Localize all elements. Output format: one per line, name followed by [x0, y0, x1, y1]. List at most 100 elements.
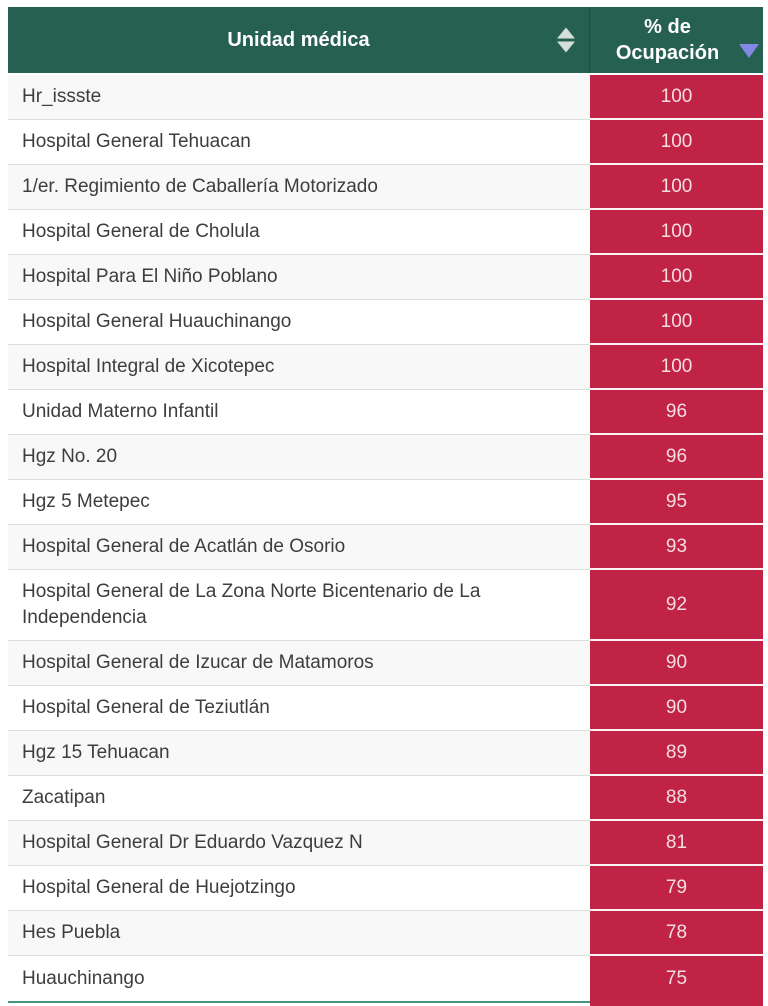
occupancy-value: 100 — [660, 355, 693, 377]
occupancy-cell: 93 — [590, 525, 763, 570]
table-row: Hospital General Dr Eduardo Vazquez N 81 — [8, 821, 763, 866]
occupancy-cell: 100 — [590, 210, 763, 255]
table-row: Hospital General de Huejotzingo 79 — [8, 866, 763, 911]
unit-name: 1/er. Regimiento de Caballería Motorizad… — [22, 176, 378, 197]
table-bottom-border — [8, 1001, 590, 1006]
occupancy-value: 90 — [665, 651, 688, 673]
occupancy-cell: 92 — [590, 570, 763, 641]
unit-name-cell: Hospital Para El Niño Poblano — [8, 255, 590, 300]
unit-column-label: Unidad médica — [227, 28, 370, 51]
table-row: Hospital Para El Niño Poblano 100 — [8, 255, 763, 300]
table-row: 1/er. Regimiento de Caballería Motorizad… — [8, 165, 763, 210]
unit-name: Hgz 5 Metepec — [22, 491, 150, 512]
unit-name: Hospital General de Cholula — [22, 221, 260, 242]
unit-name: Hr_issste — [22, 86, 102, 107]
unit-name-cell: Hospital General de La Zona Norte Bicent… — [8, 570, 590, 641]
occupancy-value: 95 — [665, 490, 688, 512]
unit-name: Hospital General Dr Eduardo Vazquez N — [22, 832, 363, 853]
table-body: Hr_issste 100 Hospital General Tehuacan … — [8, 75, 763, 1001]
occupancy-cell: 100 — [590, 75, 763, 120]
occupancy-cell: 78 — [590, 911, 763, 956]
occupancy-cell: 90 — [590, 641, 763, 686]
table-row: Hospital General de Izucar de Matamoros … — [8, 641, 763, 686]
occupancy-value: 75 — [665, 967, 688, 989]
unit-name-cell: Hospital General de Acatlán de Osorio — [8, 525, 590, 570]
occupancy-value: 90 — [665, 696, 688, 718]
occupancy-cell: 100 — [590, 255, 763, 300]
occupancy-value: 100 — [660, 220, 693, 242]
unit-name: Hospital General de Huejotzingo — [22, 877, 296, 898]
occupancy-cell: 90 — [590, 686, 763, 731]
occupancy-cell: 89 — [590, 731, 763, 776]
unit-name: Unidad Materno Infantil — [22, 401, 219, 422]
hospital-occupancy-table: Unidad médica % de Ocupación Hr_issste 1… — [8, 7, 763, 1006]
unit-name: Hospital General Huauchinango — [22, 311, 292, 332]
header-unit-column[interactable]: Unidad médica — [8, 7, 590, 73]
occupancy-value: 96 — [665, 445, 688, 467]
occupancy-cell: 95 — [590, 480, 763, 525]
unit-name: Hospital General Tehuacan — [22, 131, 251, 152]
next-row-red-cell-partial — [590, 1001, 763, 1006]
table-row: Hgz 15 Tehuacan 89 — [8, 731, 763, 776]
sort-both-icon[interactable] — [557, 27, 575, 53]
unit-name-cell: Hes Puebla — [8, 911, 590, 956]
occupancy-cell: 75 — [590, 956, 763, 1001]
unit-name-cell: Hr_issste — [8, 75, 590, 120]
unit-name: Hospital Integral de Xicotepec — [22, 356, 275, 377]
sort-down-triangle-icon — [557, 41, 575, 53]
occupancy-cell: 100 — [590, 300, 763, 345]
unit-name-cell: Hospital General Tehuacan — [8, 120, 590, 165]
sort-descending-icon[interactable] — [739, 44, 759, 58]
table-row: Unidad Materno Infantil 96 — [8, 390, 763, 435]
unit-name-cell: Hospital General de Huejotzingo — [8, 866, 590, 911]
unit-name-cell: Hgz No. 20 — [8, 435, 590, 480]
unit-name-cell: Hospital General Huauchinango — [8, 300, 590, 345]
header-occupancy-column[interactable]: % de Ocupación — [590, 7, 763, 73]
occupancy-cell: 100 — [590, 165, 763, 210]
unit-name: Zacatipan — [22, 787, 106, 808]
occupancy-value: 100 — [660, 310, 693, 332]
occupancy-value: 88 — [665, 786, 688, 808]
table-row: Hgz No. 20 96 — [8, 435, 763, 480]
unit-name-cell: Hospital General Dr Eduardo Vazquez N — [8, 821, 590, 866]
sort-up-triangle-icon — [557, 27, 575, 39]
unit-name-cell: Hospital General de Izucar de Matamoros — [8, 641, 590, 686]
unit-name-cell: Huauchinango — [8, 956, 590, 1001]
occupancy-value: 81 — [665, 831, 688, 853]
occupancy-value: 100 — [660, 265, 693, 287]
occupancy-value: 100 — [660, 130, 693, 152]
occupancy-cell: 100 — [590, 345, 763, 390]
unit-name: Hgz No. 20 — [22, 446, 118, 467]
unit-name-cell: Hospital General de Teziutlán — [8, 686, 590, 731]
occupancy-value: 96 — [665, 400, 688, 422]
occupancy-cell: 81 — [590, 821, 763, 866]
occupancy-column-label: % de Ocupación — [615, 16, 720, 64]
occupancy-value: 100 — [660, 175, 693, 197]
table-row: Huauchinango 75 — [8, 956, 763, 1001]
table-row: Hes Puebla 78 — [8, 911, 763, 956]
table-row: Hospital General Tehuacan 100 — [8, 120, 763, 165]
table-row: Zacatipan 88 — [8, 776, 763, 821]
unit-name: Hgz 15 Tehuacan — [22, 742, 170, 763]
table-bottom-strip — [8, 1001, 763, 1006]
unit-name-cell: Hgz 15 Tehuacan — [8, 731, 590, 776]
unit-name-cell: Zacatipan — [8, 776, 590, 821]
occupancy-value: 93 — [665, 535, 688, 557]
table-row: Hospital General Huauchinango 100 — [8, 300, 763, 345]
unit-name: Huauchinango — [22, 967, 145, 989]
occupancy-value: 92 — [665, 593, 688, 615]
unit-name: Hospital General de Teziutlán — [22, 697, 270, 718]
occupancy-cell: 96 — [590, 435, 763, 480]
occupancy-cell: 100 — [590, 120, 763, 165]
unit-name: Hospital General de Izucar de Matamoros — [22, 652, 374, 673]
unit-name-cell: Hospital Integral de Xicotepec — [8, 345, 590, 390]
table-row: Hospital General de Acatlán de Osorio 93 — [8, 525, 763, 570]
unit-name-cell: Unidad Materno Infantil — [8, 390, 590, 435]
occupancy-value: 89 — [665, 741, 688, 763]
table-row: Hospital Integral de Xicotepec 100 — [8, 345, 763, 390]
table-row: Hospital General de Cholula 100 — [8, 210, 763, 255]
unit-name: Hospital Para El Niño Poblano — [22, 266, 278, 287]
occupancy-cell: 88 — [590, 776, 763, 821]
occupancy-value: 100 — [660, 85, 693, 107]
